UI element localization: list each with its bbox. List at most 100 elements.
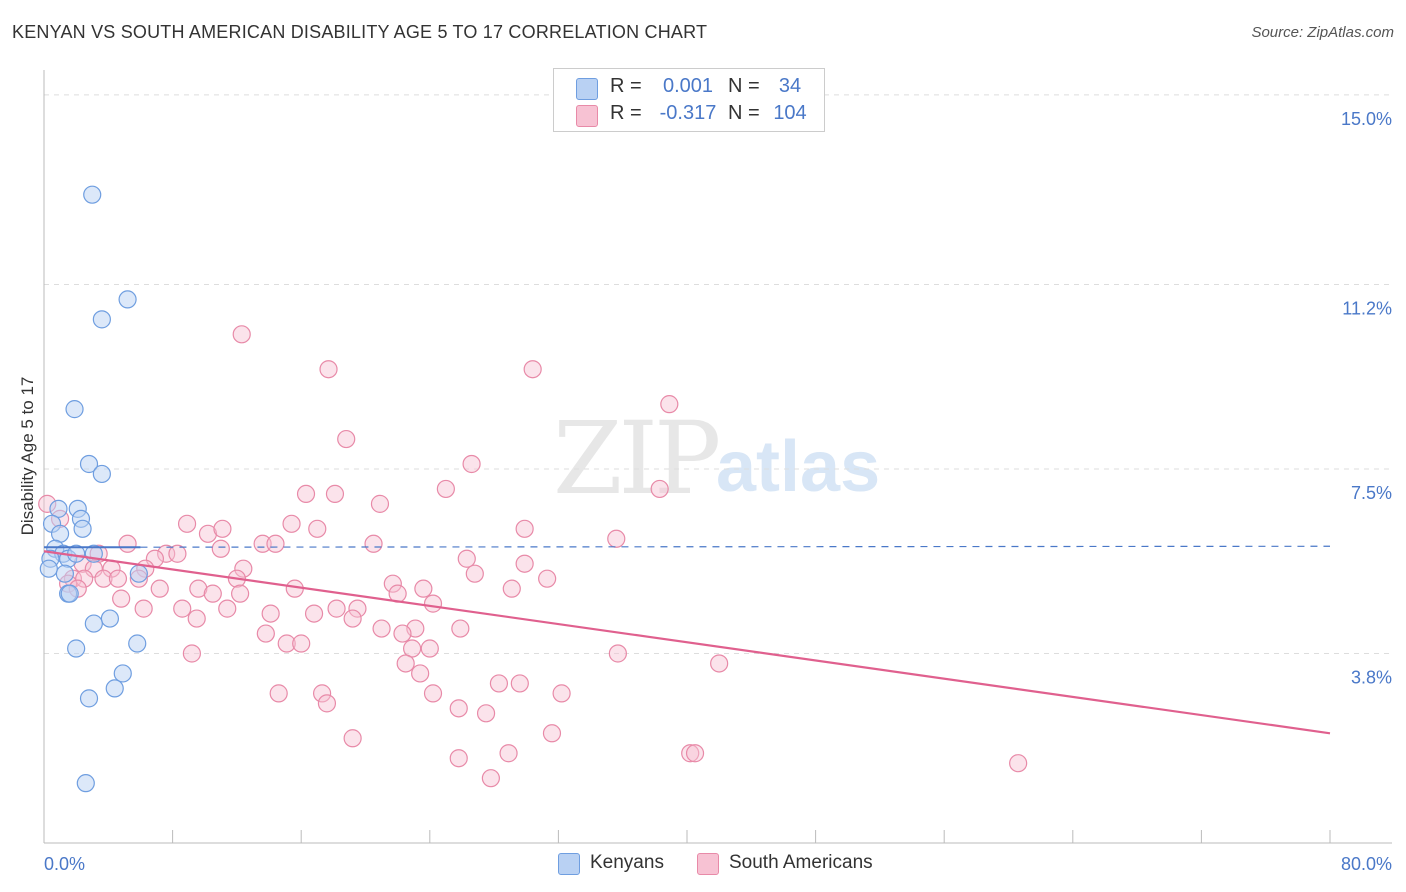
south-americans-point[interactable] xyxy=(296,484,316,504)
south-americans-point[interactable] xyxy=(414,579,433,598)
south-americans-point[interactable] xyxy=(436,479,455,499)
kenyans-point[interactable] xyxy=(49,499,68,518)
south-americans-point[interactable] xyxy=(134,599,153,618)
south-americans-point[interactable] xyxy=(552,684,571,703)
south-americans-point[interactable] xyxy=(607,529,626,548)
south-americans-point[interactable] xyxy=(304,604,324,623)
south-americans-point[interactable] xyxy=(312,684,332,703)
kenyans-point[interactable] xyxy=(39,559,58,578)
kenyans-point[interactable] xyxy=(129,564,148,583)
kenyans-point[interactable] xyxy=(55,564,74,583)
south-americans-point[interactable] xyxy=(150,579,169,598)
south-americans-point[interactable] xyxy=(327,599,346,618)
kenyans-point[interactable] xyxy=(79,689,99,708)
south-americans-point[interactable] xyxy=(449,749,468,768)
south-americans-point[interactable] xyxy=(457,549,476,568)
south-americans-point[interactable] xyxy=(231,584,250,603)
south-americans-point[interactable] xyxy=(269,684,288,703)
south-americans-point[interactable] xyxy=(660,395,679,414)
south-americans-point[interactable] xyxy=(710,654,729,673)
kenyans-point[interactable] xyxy=(92,310,111,329)
south-americans-point[interactable] xyxy=(112,589,131,608)
south-americans-point[interactable] xyxy=(681,744,700,763)
kenyans-point[interactable] xyxy=(65,400,84,419)
kenyans-point[interactable] xyxy=(105,679,124,698)
south-americans-point[interactable] xyxy=(423,684,443,703)
south-americans-point[interactable] xyxy=(502,579,521,598)
south-americans-point[interactable] xyxy=(465,564,484,583)
south-americans-point[interactable] xyxy=(118,534,137,553)
south-americans-point[interactable] xyxy=(343,609,362,628)
kenyans-point[interactable] xyxy=(100,609,120,628)
south-americans-point[interactable] xyxy=(608,644,627,663)
south-americans-point[interactable] xyxy=(189,579,208,598)
south-americans-point[interactable] xyxy=(393,624,412,643)
south-americans-point[interactable] xyxy=(348,599,367,618)
kenyans-point[interactable] xyxy=(60,584,79,603)
kenyans-point[interactable] xyxy=(79,454,99,474)
south-americans-point[interactable] xyxy=(282,514,301,533)
y-axis-label: Disability Age 5 to 17 xyxy=(18,377,37,536)
south-americans-point[interactable] xyxy=(462,454,481,474)
south-americans-point[interactable] xyxy=(232,325,251,344)
south-americans-point[interactable] xyxy=(319,360,338,379)
south-americans-point[interactable] xyxy=(308,519,327,538)
south-americans-point[interactable] xyxy=(481,769,500,788)
south-americans-point[interactable] xyxy=(510,674,529,693)
south-americans-point[interactable] xyxy=(403,639,422,658)
south-americans-point[interactable] xyxy=(364,534,383,553)
south-americans-point[interactable] xyxy=(211,539,230,558)
south-americans-point[interactable] xyxy=(94,569,113,588)
south-americans-point[interactable] xyxy=(523,360,542,379)
kenyans-point[interactable] xyxy=(73,519,92,538)
south-americans-point[interactable] xyxy=(203,584,222,603)
south-americans-point[interactable] xyxy=(423,594,443,613)
south-americans-point[interactable] xyxy=(449,699,468,718)
south-americans-point[interactable] xyxy=(343,729,362,748)
south-americans-point[interactable] xyxy=(499,744,518,763)
south-americans-point[interactable] xyxy=(383,574,402,593)
kenyans-point[interactable] xyxy=(67,639,86,658)
south-americans-point[interactable] xyxy=(370,494,390,513)
south-americans-point[interactable] xyxy=(187,609,206,628)
south-americans-point[interactable] xyxy=(1009,754,1028,773)
kenyans-point[interactable] xyxy=(84,614,103,633)
south-americans-point[interactable] xyxy=(182,644,201,663)
south-americans-point[interactable] xyxy=(108,569,128,588)
south-americans-point[interactable] xyxy=(198,524,218,543)
south-americans-point[interactable] xyxy=(538,569,557,588)
south-americans-point[interactable] xyxy=(515,554,534,573)
kenyans-point[interactable] xyxy=(118,290,137,309)
south-americans-point[interactable] xyxy=(411,664,430,683)
south-americans-point[interactable] xyxy=(177,514,197,533)
kenyans-point[interactable] xyxy=(83,185,102,204)
south-americans-point[interactable] xyxy=(218,599,237,618)
south-americans-point[interactable] xyxy=(253,534,272,553)
kenyans-point[interactable] xyxy=(92,464,111,484)
south-americans-point[interactable] xyxy=(650,479,669,499)
south-americans-point[interactable] xyxy=(542,724,562,743)
kenyans-point[interactable] xyxy=(113,664,132,683)
south-americans-point[interactable] xyxy=(266,534,285,553)
south-americans-point[interactable] xyxy=(261,604,280,623)
south-americans-point[interactable] xyxy=(476,704,496,723)
south-americans-point[interactable] xyxy=(515,519,534,538)
south-americans-point[interactable] xyxy=(292,634,311,653)
south-americans-point[interactable] xyxy=(256,624,275,643)
south-americans-point[interactable] xyxy=(317,694,337,713)
south-americans-point[interactable] xyxy=(451,619,470,638)
south-americans-point[interactable] xyxy=(173,599,192,618)
south-americans-point[interactable] xyxy=(277,634,296,653)
south-americans-point[interactable] xyxy=(234,559,253,578)
kenyans-point[interactable] xyxy=(76,774,95,793)
south-americans-point[interactable] xyxy=(372,619,391,638)
south-americans-point[interactable] xyxy=(685,744,705,763)
south-americans-point[interactable] xyxy=(489,674,509,693)
south-americans-point[interactable] xyxy=(168,544,187,563)
kenyans-point[interactable] xyxy=(128,634,147,653)
south-americans-point[interactable] xyxy=(213,519,232,538)
south-americans-point[interactable] xyxy=(420,639,439,658)
south-americans-point[interactable] xyxy=(396,654,415,673)
south-americans-point[interactable] xyxy=(337,429,356,449)
south-americans-point[interactable] xyxy=(325,484,345,504)
